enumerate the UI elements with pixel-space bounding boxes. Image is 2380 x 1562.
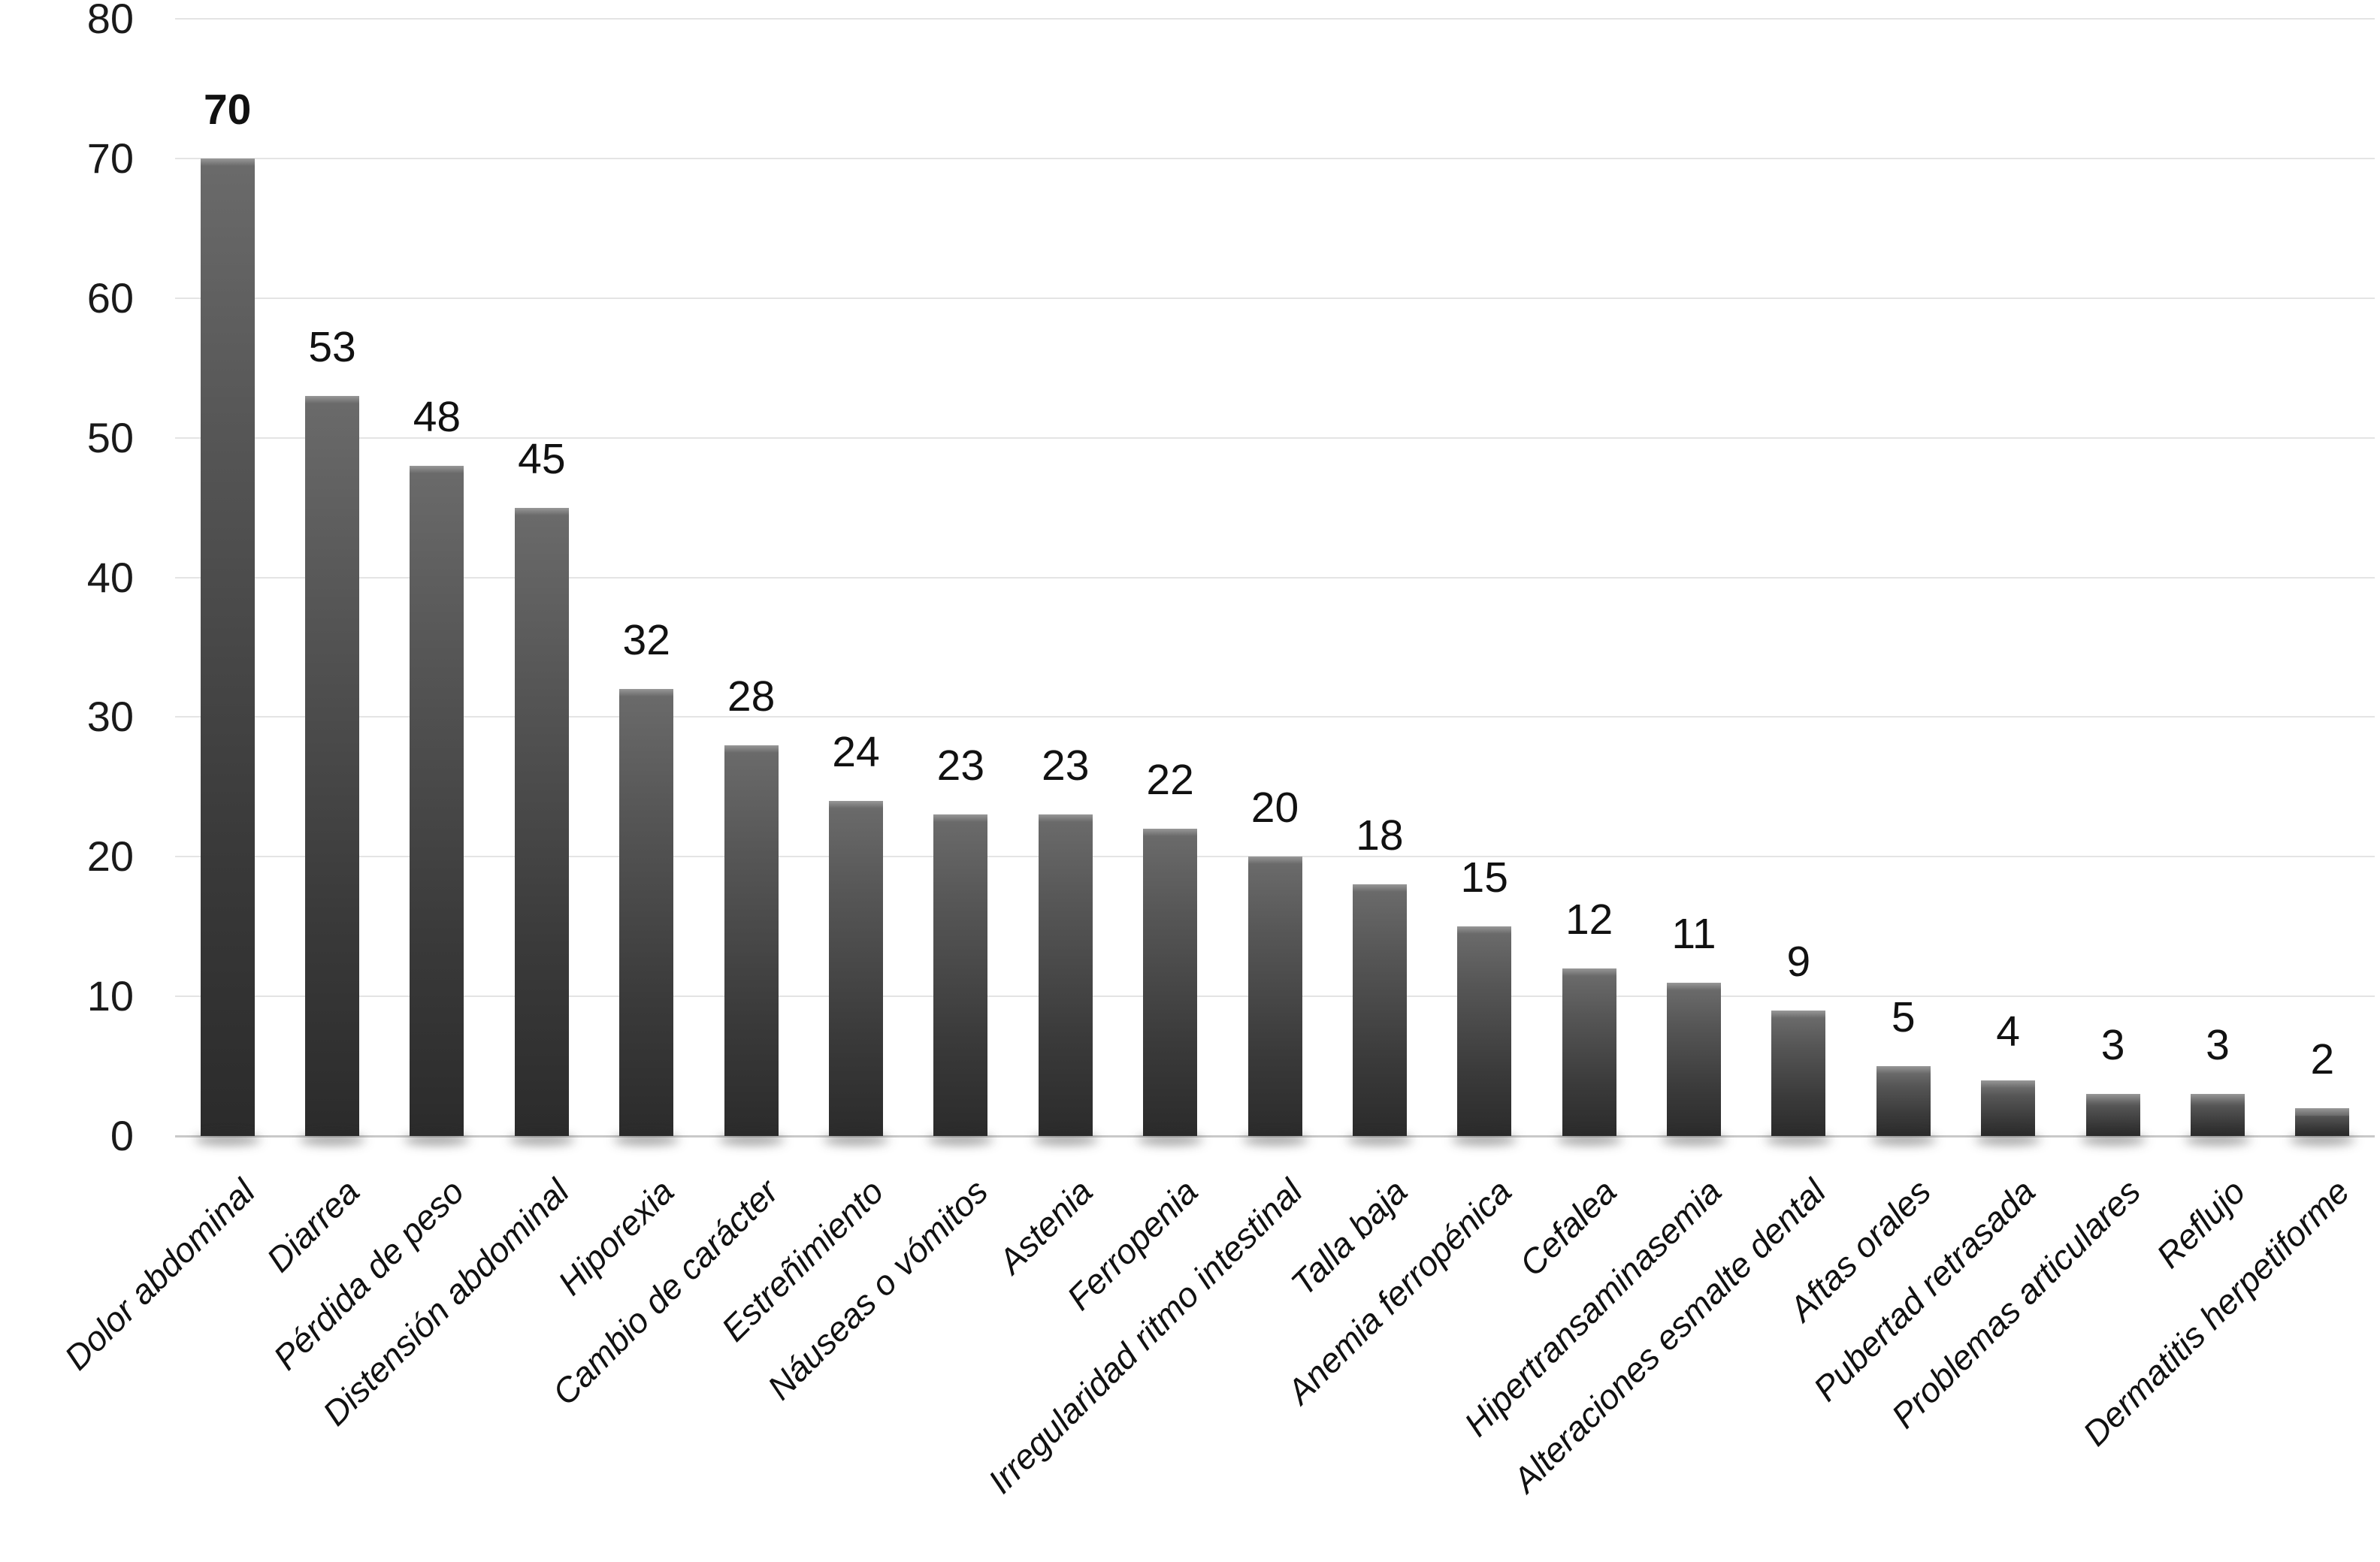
bar [410,465,464,1136]
bar-value-label: 18 [1356,811,1404,860]
bar [1876,1066,1931,1136]
bar-value-label: 12 [1565,895,1613,944]
bar [2085,1094,2140,1136]
bar [1352,884,1407,1136]
x-axis-category-label: Dolor abdominal [56,1171,262,1378]
y-axis-tick-label: 20 [86,832,134,881]
bar [1981,1080,2036,1136]
gridline [175,18,2375,20]
y-axis-tick-label: 50 [86,413,134,461]
bar-value-label: 53 [308,322,356,371]
bar-value-label: 4 [1996,1007,2020,1056]
bar [200,158,255,1136]
bar [724,745,779,1136]
bar [2190,1094,2245,1136]
y-axis-tick-label: 30 [86,693,134,741]
bar-value-label: 48 [413,392,461,441]
bar-value-label: 2 [2310,1035,2335,1083]
bar-value-label: 22 [1146,756,1194,805]
bar-value-label: 9 [1786,937,1811,986]
bar-value-label: 3 [2100,1021,2125,1070]
bar [619,689,674,1136]
y-axis-tick-label: 60 [86,273,134,322]
bar [1038,814,1093,1136]
bar-value-label: 23 [936,742,985,790]
bar [305,395,360,1136]
x-axis-category-label: Pérdida de peso [265,1171,472,1378]
bar-value-label: 45 [518,434,566,483]
gridline [175,297,2375,299]
y-axis-tick-label: 10 [86,972,134,1020]
bar-value-label: 23 [1042,742,1090,790]
y-axis-tick-label: 0 [110,1112,134,1159]
bar-value-label: 24 [832,727,880,776]
bar [933,814,988,1136]
bar [1771,1010,1826,1136]
bar-value-label: 20 [1250,784,1299,832]
bar [1143,829,1198,1136]
bar-value-label: 11 [1671,909,1716,958]
bar [828,800,883,1136]
bar-value-label: 3 [2206,1021,2230,1070]
bar-value-label: 28 [727,672,776,721]
bar [2295,1107,2350,1136]
bar-value-label: 70 [203,85,252,134]
bar-value-label: 5 [1891,993,1916,1042]
bar [514,507,569,1136]
gridline [175,157,2375,159]
gridline [175,437,2375,439]
y-axis-tick-label: 70 [86,134,134,182]
gridline [175,716,2375,718]
bar [1457,926,1512,1136]
bar-value-label: 32 [622,616,670,665]
bar [1562,968,1616,1136]
bar [1247,857,1302,1136]
y-axis-tick-label: 40 [86,553,134,601]
gridline [175,576,2375,579]
y-axis-tick-label: 80 [86,0,134,42]
bar [1667,982,1722,1136]
bar-value-label: 15 [1460,854,1508,902]
